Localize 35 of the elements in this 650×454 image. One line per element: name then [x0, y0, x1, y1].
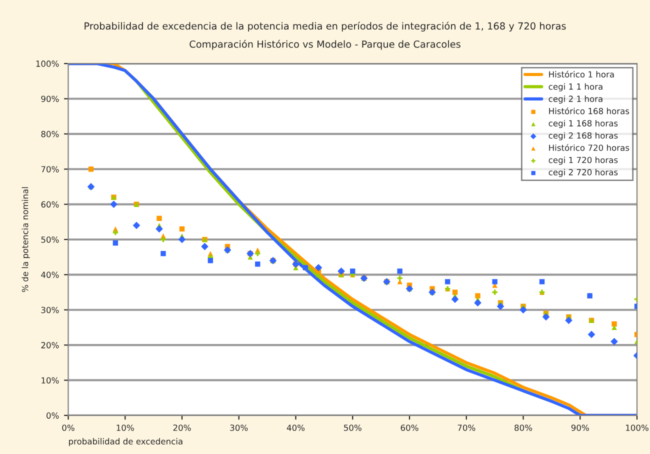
legend-label: Histórico 720 horas: [549, 144, 630, 151]
y-tick-label: 20%: [41, 342, 59, 348]
legend-label: cegi 1 1 hora: [548, 83, 602, 92]
y-tick-label: 0%: [46, 412, 59, 419]
x-axis-title: probabilidad de excedencia: [69, 438, 182, 446]
legend-label: cegi 1 168 horas: [548, 120, 618, 128]
x-tick-label: 0%: [62, 424, 74, 431]
y-tick-label: 80%: [41, 130, 59, 138]
legend-label: cegi 2 1 hora: [548, 96, 602, 104]
x-tick-label: 90%: [571, 424, 589, 431]
y-tick-label: 70%: [41, 166, 59, 172]
legend-label: Histórico 1 hora: [549, 70, 614, 78]
y-tick-label: 100%: [36, 60, 59, 67]
chart-title: Probabilidad de excedencia de la potencia media en períodos de integración de 1, 168 y 720 horas: [84, 22, 566, 32]
x-tick-label: 30%: [230, 424, 248, 431]
chart-subtitle: Comparación Histórico vs Modelo - Parque de Caracoles: [190, 40, 460, 50]
legend-label: Histórico 168 horas: [549, 107, 630, 114]
y-tick-label: 30%: [41, 306, 59, 314]
x-tick-label: 20%: [173, 424, 191, 431]
x-tick-label: 40%: [286, 424, 305, 431]
legend-label: cegi 2 168 horas: [548, 132, 618, 140]
x-tick-label: 80%: [514, 424, 532, 431]
y-tick-label: 50%: [41, 236, 59, 243]
x-tick-label: 50%: [344, 424, 362, 431]
y-tick-label: 10%: [42, 377, 59, 384]
y-tick-label: 60%: [41, 201, 59, 208]
x-tick-label: 10%: [116, 424, 134, 431]
legend-label: cegi 2 720 horas: [548, 168, 618, 177]
x-tick-label: 100%: [626, 424, 648, 431]
x-tick-label: 60%: [400, 424, 418, 431]
y-tick-label: 90%: [41, 96, 59, 102]
legend-label: cegi 1 720 horas: [548, 156, 618, 165]
x-tick-label: 70%: [458, 424, 476, 431]
y-tick-label: 40%: [41, 272, 59, 278]
y-axis-title: % de la potencia nominal: [22, 187, 30, 292]
